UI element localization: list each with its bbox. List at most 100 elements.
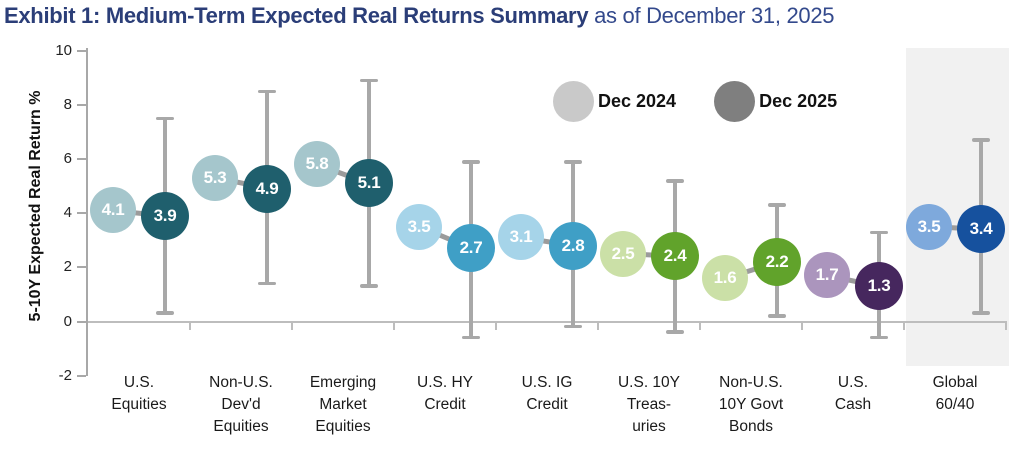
category-label-line: Credit xyxy=(526,396,568,413)
category-label-line: U.S. xyxy=(837,374,869,391)
legend-label-dec-2024: Dec 2024 xyxy=(598,91,677,111)
data-point-dec-2024: 1.7 xyxy=(804,252,850,299)
x-axis-tick xyxy=(801,321,803,330)
legend-item-dec-2025: Dec 2025 xyxy=(714,81,837,122)
category-label: Non-U.S. Dev'd Equities xyxy=(180,372,302,438)
error-bar-cap-bottom xyxy=(258,281,276,286)
error-bar-cap-bottom xyxy=(360,284,378,288)
y-axis-tick-label: 10 xyxy=(55,41,72,59)
data-point-dec-2024: 2.5 xyxy=(600,230,646,277)
error-bar-cap-top xyxy=(258,89,276,94)
data-point-dec-2025: 2.2 xyxy=(753,237,801,286)
x-axis-tick xyxy=(495,321,497,330)
x-axis-tick xyxy=(699,321,701,330)
error-bar-cap-top xyxy=(564,160,582,164)
data-point-dec-2025: 5.1 xyxy=(345,159,393,208)
legend-item-dec-2024: Dec 2024 xyxy=(553,81,676,122)
data-point-dec-2025: 4.9 xyxy=(243,164,291,213)
category-label-line: Cash xyxy=(834,396,872,413)
category-label: Emerging Market Equities xyxy=(282,372,404,438)
category-label-line: Bonds xyxy=(729,418,773,435)
error-bar-cap-top xyxy=(768,203,786,207)
category-label-line: uries xyxy=(632,418,666,435)
data-point-dec-2025: 2.7 xyxy=(447,224,495,273)
error-bar-cap-top xyxy=(666,179,684,183)
category-label: U.S. IG Credit xyxy=(486,372,608,416)
data-point-dec-2025: 1.3 xyxy=(855,262,903,311)
y-axis-tick xyxy=(77,374,86,377)
legend: Dec 2024 Dec 2025 xyxy=(553,81,837,122)
category-label-line: Emerging xyxy=(309,374,377,391)
error-bar-cap-top xyxy=(870,230,888,235)
x-axis-line xyxy=(88,320,1007,323)
category-label: U.S. Equities xyxy=(78,372,200,416)
category-label-line: Treas- xyxy=(626,396,672,413)
legend-dot-dec-2024-icon xyxy=(553,81,594,122)
y-axis-tick-label: -2 xyxy=(58,366,72,384)
y-axis-tick xyxy=(77,157,86,160)
y-axis-tick xyxy=(77,103,86,106)
error-bar-cap-top xyxy=(972,138,990,142)
y-axis-tick xyxy=(77,212,86,215)
category-label-line: Global xyxy=(932,374,978,391)
error-bar-cap-bottom xyxy=(972,311,990,315)
category-label-line: Equities xyxy=(213,418,269,435)
category-label-line: Non-U.S. xyxy=(719,374,783,391)
category-label-line: U.S. 10Y xyxy=(617,374,681,391)
category-label-line: Equities xyxy=(111,396,167,413)
error-bar-cap-bottom xyxy=(768,314,786,318)
category-label-line: U.S. HY xyxy=(417,374,473,391)
category-label-line: U.S. xyxy=(123,374,155,391)
category-label-line: Dev'd xyxy=(221,396,261,413)
category-label: U.S. 10Y Treas-uries xyxy=(588,372,710,438)
error-bar-cap-bottom xyxy=(666,330,684,334)
chart-title-main: Exhibit 1: Medium-Term Expected Real Ret… xyxy=(4,3,589,28)
x-axis-tick xyxy=(189,321,191,330)
category-label-line: 60/40 xyxy=(935,396,975,413)
y-axis-tick xyxy=(77,49,86,52)
category-label-line: Credit xyxy=(424,396,466,413)
y-axis-line xyxy=(86,48,88,376)
y-axis-tick xyxy=(77,320,86,323)
data-point-dec-2024: 5.3 xyxy=(192,154,238,201)
error-bar-cap-bottom xyxy=(462,335,480,340)
category-label: U.S. HY Credit xyxy=(384,372,506,416)
error-bar-cap-top xyxy=(462,160,480,164)
x-axis-tick xyxy=(597,321,599,330)
legend-dot-dec-2025-icon xyxy=(714,81,756,122)
error-bar-cap-bottom xyxy=(870,335,888,340)
legend-label-dec-2025: Dec 2025 xyxy=(759,91,838,111)
y-axis-tick-label: 8 xyxy=(63,95,72,113)
category-label: U.S. Cash xyxy=(792,372,914,416)
category-label: Non-U.S. 10Y Govt Bonds xyxy=(690,372,812,438)
data-point-dec-2025: 2.4 xyxy=(651,232,699,281)
error-bar-cap-bottom xyxy=(564,324,582,329)
x-axis-tick xyxy=(1005,321,1007,330)
error-bar-cap-top xyxy=(156,116,174,121)
data-point-dec-2024: 5.8 xyxy=(294,141,340,188)
category-label: Global 60/40 xyxy=(894,372,1016,416)
y-axis-tick-label: 2 xyxy=(63,258,72,276)
y-axis-tick-label: 6 xyxy=(63,149,72,167)
category-label-line: U.S. IG xyxy=(521,374,573,391)
data-point-dec-2024: 4.1 xyxy=(90,187,136,234)
x-axis-tick xyxy=(291,321,293,330)
data-point-dec-2025: 3.4 xyxy=(957,205,1005,254)
y-axis-tick xyxy=(77,266,86,269)
chart-title: Exhibit 1: Medium-Term Expected Real Ret… xyxy=(4,3,835,29)
y-axis-tick-label: 0 xyxy=(63,312,72,330)
y-axis-tick-label: 4 xyxy=(63,204,72,222)
category-label-line: Non-U.S. xyxy=(209,374,273,391)
data-point-dec-2024: 1.6 xyxy=(702,255,748,302)
data-point-dec-2024: 3.1 xyxy=(498,214,544,261)
data-point-dec-2025: 2.8 xyxy=(549,221,597,270)
error-bar-cap-top xyxy=(360,78,378,83)
data-point-dec-2024: 3.5 xyxy=(906,203,952,250)
error-bar-cap-bottom xyxy=(156,311,174,315)
data-point-dec-2024: 3.5 xyxy=(396,203,442,250)
category-label-line: Market xyxy=(319,396,367,413)
category-label-line: 10Y Govt xyxy=(718,396,784,413)
data-point-dec-2025: 3.9 xyxy=(141,191,189,240)
x-axis-tick xyxy=(903,321,905,330)
